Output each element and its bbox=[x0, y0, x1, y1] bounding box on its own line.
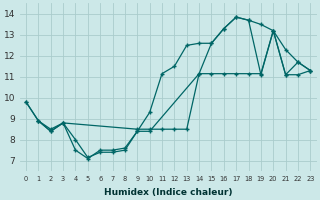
X-axis label: Humidex (Indice chaleur): Humidex (Indice chaleur) bbox=[104, 188, 232, 197]
